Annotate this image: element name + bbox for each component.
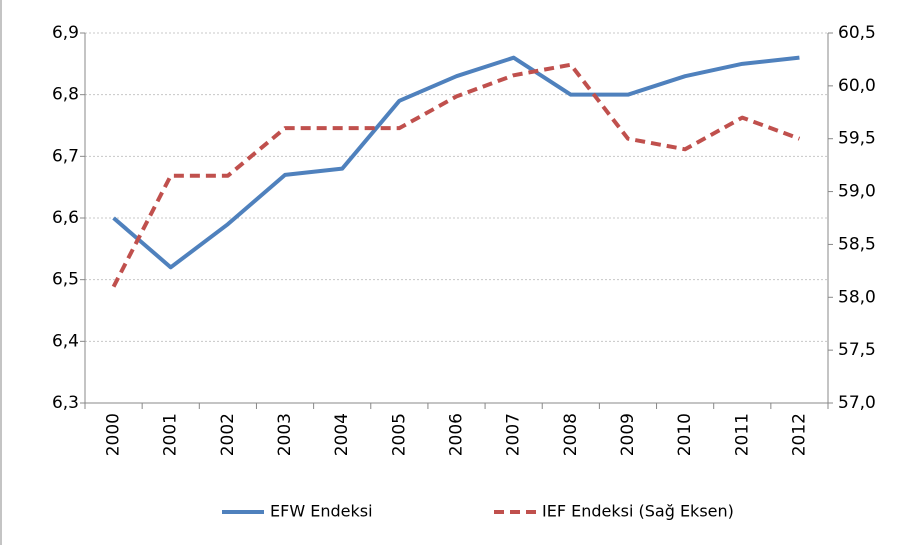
x-tick-label: 2009 [618, 413, 638, 456]
y2-tick-label: 57,0 [838, 393, 876, 413]
x-tick-label: 2004 [332, 413, 352, 456]
x-tick-label: 2012 [789, 413, 809, 456]
x-tick-label: 2011 [732, 413, 752, 456]
y-tick-label: 6,4 [52, 331, 79, 351]
x-tick-label: 2001 [161, 413, 181, 456]
y2-tick-label: 60,5 [838, 23, 876, 43]
series-line [112, 55, 800, 270]
y2-tick-label: 59,0 [838, 182, 876, 202]
y-tick-label: 6,5 [52, 270, 79, 290]
y2-tick-label: 58,0 [838, 287, 876, 307]
series-line [111, 62, 801, 288]
x-tick-label: 2008 [561, 413, 581, 456]
y-tick-label: 6,6 [52, 208, 79, 228]
y2-tick-label: 60,0 [838, 76, 876, 96]
x-tick-label: 2006 [447, 413, 467, 456]
x-tick-label: 2007 [504, 413, 524, 456]
y-tick-label: 6,9 [52, 23, 79, 43]
y2-tick-label: 57,5 [838, 340, 876, 360]
x-tick-label: 2002 [218, 413, 238, 456]
legend-label: IEF Endeksi (Sağ Eksen) [542, 502, 734, 521]
x-tick-label: 2003 [275, 413, 295, 456]
x-tick-label: 2005 [389, 413, 409, 456]
legend-label: EFW Endeksi [270, 502, 373, 521]
y-tick-label: 6,8 [52, 85, 79, 105]
y-tick-label: 6,3 [52, 393, 79, 413]
y2-tick-label: 59,5 [838, 129, 876, 149]
y-tick-label: 6,7 [52, 146, 79, 166]
x-tick-label: 2010 [675, 413, 695, 456]
x-tick-label: 2000 [104, 413, 124, 456]
y2-tick-label: 58,5 [838, 234, 876, 254]
